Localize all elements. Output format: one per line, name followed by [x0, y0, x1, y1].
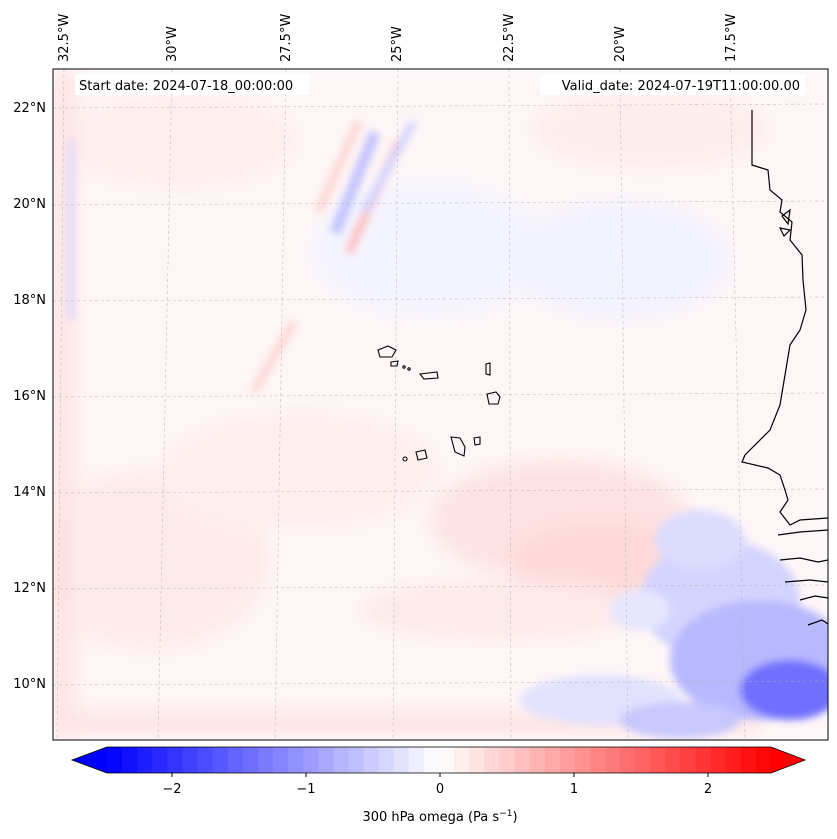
- colorbar-cell: [408, 747, 425, 773]
- colorbar-cell: [544, 747, 561, 773]
- colorbar-cell: [635, 747, 651, 773]
- colorbar-tick-label: 2: [704, 782, 712, 797]
- lat-label: 22°N: [13, 101, 46, 116]
- colorbar-cell: [273, 747, 289, 773]
- colorbar-cell: [197, 747, 214, 773]
- colorbar-cell: [529, 747, 546, 773]
- colorbar-cell: [227, 747, 244, 773]
- lon-label: 27.5°W: [279, 14, 294, 62]
- lon-label: 17.5°W: [724, 14, 739, 62]
- colorbar-cell: [303, 747, 319, 773]
- colorbar-extend-max: [771, 747, 805, 773]
- colorbar-cell: [574, 747, 591, 773]
- colorbar-cell: [439, 747, 455, 773]
- colorbar-outline: [70, 746, 807, 774]
- colorbar-tick-label: 1: [570, 782, 578, 797]
- colorbar-cell: [605, 747, 621, 773]
- colorbar-cell: [363, 747, 380, 773]
- colorbar-tick-label: −2: [162, 782, 181, 797]
- lat-label: 18°N: [13, 293, 46, 308]
- colorbar-cell: [212, 747, 229, 773]
- colorbar-cell: [182, 747, 199, 773]
- cape-verde-islands: [377, 345, 501, 462]
- colorbar-cell: [257, 747, 274, 773]
- colorbar-cell: [242, 747, 259, 773]
- colorbar-tick-label: −1: [296, 782, 315, 797]
- lat-label: 16°N: [13, 389, 46, 404]
- coastline: [741, 110, 828, 626]
- colorbar-ticks: −2 −1 0 1 2: [162, 773, 712, 797]
- colorbar-cell: [167, 747, 184, 773]
- lat-label: 10°N: [13, 677, 46, 692]
- map-panel: Start date: 2024-07-18_00:00:00 Valid_da…: [52, 68, 829, 741]
- start-date-box: [75, 74, 310, 95]
- colorbar-cells: [107, 747, 772, 773]
- colorbar-extend-min: [72, 747, 107, 773]
- colorbar-cell: [454, 747, 470, 773]
- colorbar-cell: [680, 747, 697, 773]
- colorbar-cell: [152, 747, 168, 773]
- lon-label: 25°W: [390, 26, 405, 62]
- valid-date-box: [540, 74, 805, 95]
- lon-label: 30°W: [165, 26, 180, 62]
- latitude-labels: 22°N 20°N 18°N 16°N 14°N 12°N 10°N: [13, 101, 46, 692]
- colorbar-cell: [589, 747, 606, 773]
- colorbar-cell: [288, 747, 304, 773]
- start-date-label: Start date: 2024-07-18_00:00:00: [79, 79, 293, 94]
- lat-label: 20°N: [13, 197, 46, 212]
- lon-label: 20°W: [613, 26, 628, 62]
- colorbar-cell: [710, 747, 727, 773]
- colorbar-tick-label: 0: [436, 782, 444, 797]
- colorbar-cell: [137, 747, 153, 773]
- colorbar-label: 300 hPa omega (Pa s−1): [362, 809, 517, 825]
- colorbar-cell: [318, 747, 334, 773]
- graticule: [53, 69, 828, 740]
- colorbar-cell: [122, 747, 138, 773]
- colorbar-cell: [348, 747, 365, 773]
- map-frame: [52, 68, 829, 741]
- colorbar: −2 −1 0 1 2 300 hPa omega (Pa s−1): [70, 746, 807, 825]
- colorbar-cell: [393, 747, 410, 773]
- colorbar-cell: [650, 747, 666, 773]
- colorbar-cell: [620, 747, 636, 773]
- colorbar-cell: [484, 747, 500, 773]
- colorbar-cell: [378, 747, 395, 773]
- colorbar-cell: [499, 747, 516, 773]
- lon-label: 32.5°W: [57, 14, 72, 62]
- colorbar-cell: [559, 747, 576, 773]
- colorbar-cell: [333, 747, 350, 773]
- colorbar-cell: [514, 747, 531, 773]
- omega-field: [53, 69, 828, 740]
- colorbar-cell: [755, 747, 772, 773]
- colorbar-cell: [423, 747, 440, 773]
- lon-label: 22.5°W: [502, 14, 517, 62]
- colorbar-cell: [665, 747, 682, 773]
- valid-date-label: Valid_date: 2024-07-19T11:00:00.00: [562, 79, 800, 94]
- colorbar-cell: [107, 747, 123, 773]
- colorbar-cell: [469, 747, 485, 773]
- colorbar-cell: [740, 747, 757, 773]
- longitude-labels: 32.5°W 30°W 27.5°W 25°W 22.5°W 20°W 17.5…: [57, 14, 739, 62]
- colorbar-cell: [725, 747, 742, 773]
- lat-label: 14°N: [13, 485, 46, 500]
- lat-label: 12°N: [13, 581, 46, 596]
- colorbar-cell: [695, 747, 712, 773]
